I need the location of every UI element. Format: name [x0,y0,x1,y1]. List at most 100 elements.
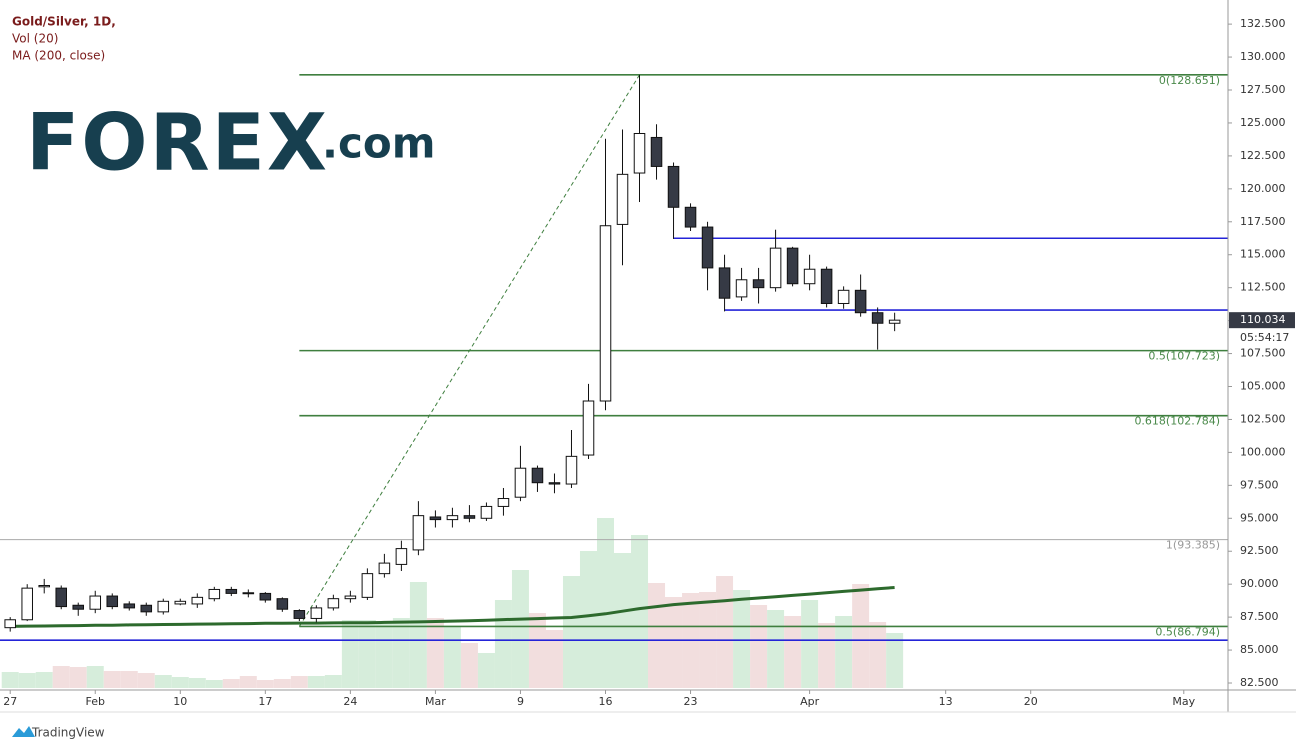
volume-bar [290,676,308,688]
logo: FOREX [26,98,329,188]
volume-bar [273,679,291,688]
y-tick-label: 85.000 [1240,643,1279,656]
volume-bar [120,671,138,688]
volume-bar [562,576,580,688]
last-price-box [1229,312,1295,329]
candle-body [4,619,16,629]
x-tick-label: May [1172,695,1195,708]
volume-bar [18,673,36,688]
y-tick-label: 130.000 [1240,50,1286,63]
candle-body [429,516,442,521]
candle-body [191,596,204,605]
x-tick-label: 13 [939,695,953,708]
x-tick-label: Mar [425,695,446,708]
volume-bar [716,576,734,688]
y-tick-label: 92.500 [1240,544,1279,557]
candle-body [701,226,714,269]
candle-body [616,173,629,225]
volume-bar [171,677,189,688]
candle-body [259,592,272,601]
volume-bar [545,630,563,688]
candle-body [293,610,306,619]
volume-bar [767,610,785,688]
volume-bar [358,620,376,688]
volume-bar [631,535,649,688]
x-tick-label: 9 [517,695,524,708]
volume-bar [69,667,87,688]
y-tick-label: 87.500 [1240,610,1279,623]
y-tick-label: 125.000 [1240,116,1286,129]
x-tick-label: 10 [173,695,187,708]
candle-body [786,247,799,285]
y-tick-label: 105.000 [1240,380,1286,393]
candle-body [480,505,493,519]
candle-body [446,515,459,521]
volume-bar [426,618,444,688]
candle-body [106,595,119,608]
volume-bar [869,622,887,688]
countdown: 05:54:17 [1240,331,1289,344]
volume-bar [477,653,495,688]
x-tick-label: Feb [86,695,105,708]
candle-body [276,598,289,610]
volume-bar [392,618,410,688]
volume-bar [324,675,342,688]
volume-bar [665,597,683,688]
candle-body [803,268,816,285]
candle-body [361,573,374,598]
footer-brand[interactable]: TradingView [31,726,105,740]
y-tick-label: 132.500 [1240,17,1286,30]
candle-body [327,598,340,609]
volume-bar [511,570,529,688]
volume-bar [307,676,325,688]
y-tick-label: 120.000 [1240,182,1286,195]
candle-body [225,588,238,594]
volume-bar [205,680,223,688]
x-tick-label: 16 [598,695,612,708]
volume-bar [86,666,104,688]
candle-body [599,225,612,402]
volume-bar [528,613,546,688]
candle-body [344,595,357,600]
candle-body [412,515,425,551]
volume-bar [443,626,461,688]
volume-bar [579,551,597,688]
candle-body [89,595,102,610]
volume-bar [596,518,614,688]
chart-title: Gold/Silver, 1D, [12,15,116,29]
y-tick-label: 82.500 [1240,676,1279,689]
volume-bar [852,584,870,688]
volume-bar [103,671,121,688]
candle-body [208,588,221,600]
volume-bar [137,673,155,688]
ma-label: MA (200, close) [12,49,105,63]
y-tick-label: 90.000 [1240,577,1279,590]
volume-bar [256,680,274,688]
candle-body [582,400,595,456]
candle-body [310,607,323,619]
candle-body [684,206,697,228]
x-tick-label: 20 [1024,695,1038,708]
volume-bar [494,600,512,688]
candle-body [667,165,680,208]
candle-body [242,592,255,595]
candle-body [140,604,153,613]
candle-body [548,482,561,485]
volume-bar [648,583,666,688]
candle-body [854,289,867,314]
x-tick-label: 24 [343,695,357,708]
y-tick-label: 102.500 [1240,412,1286,425]
y-tick-label: 115.000 [1240,248,1286,261]
candle-body [769,247,782,289]
y-tick-label: 122.500 [1240,149,1286,162]
tradingview-icon [12,726,35,737]
candle-body [650,136,663,167]
candle-body [463,515,476,519]
candle-body [157,600,170,613]
y-tick-label: 112.500 [1240,281,1286,294]
volume-bar [52,666,70,688]
y-tick-label: 97.500 [1240,478,1279,491]
volume-bar [750,605,768,688]
fib-label: 1(93.385) [1166,539,1220,552]
